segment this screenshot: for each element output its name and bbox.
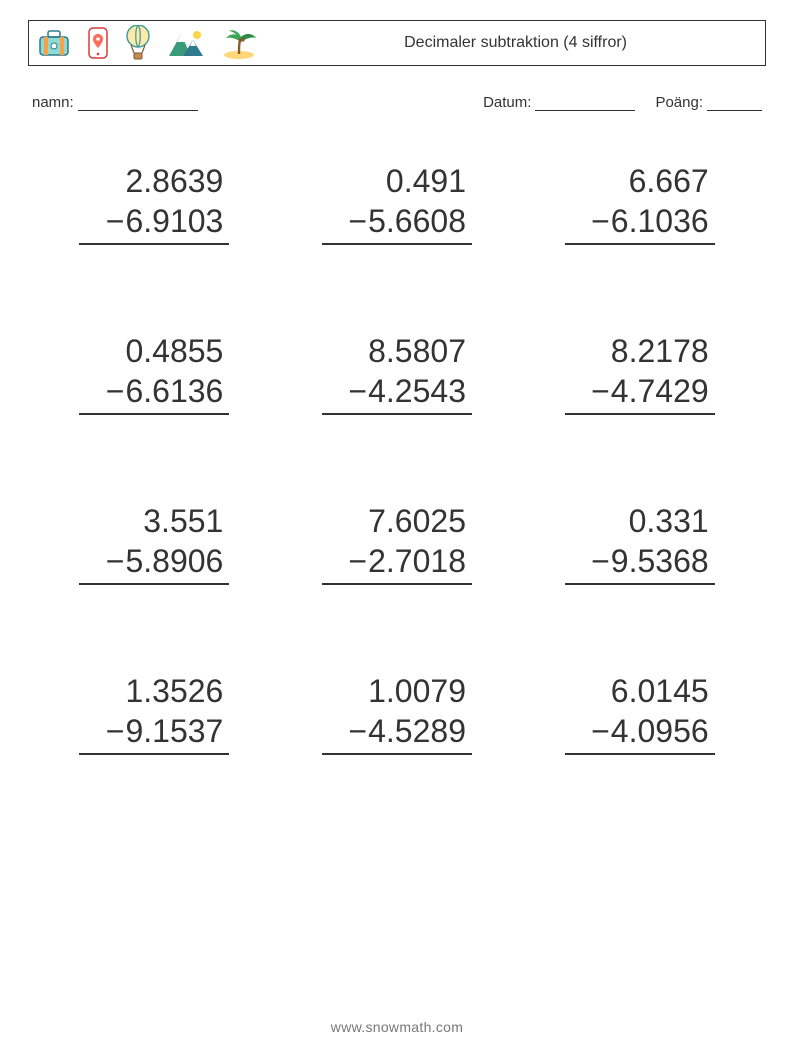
problem: 1.0079−4.5289	[291, 671, 504, 755]
problem: 8.2178−4.7429	[533, 331, 746, 415]
map-pin-icon	[87, 26, 109, 60]
minuend: 7.6025	[328, 501, 466, 541]
operator: −	[106, 713, 125, 749]
subtrahend: 6.6136	[125, 373, 223, 409]
problem: 1.3526−9.1537	[48, 671, 261, 755]
minuend: 2.8639	[85, 161, 223, 201]
header-box: Decimaler subtraktion (4 siffror)	[28, 20, 766, 66]
worksheet-title: Decimaler subtraktion (4 siffror)	[404, 34, 627, 52]
operator: −	[106, 373, 125, 409]
worksheet-page: Decimaler subtraktion (4 siffror) namn: …	[0, 0, 794, 1053]
date-blank[interactable]	[535, 95, 635, 111]
header-icon-strip	[37, 25, 257, 61]
subtrahend: 9.5368	[611, 543, 709, 579]
problem: 2.8639−6.9103	[48, 161, 261, 245]
problems-grid: 2.8639−6.9103 0.491−5.6608 6.667−6.1036 …	[28, 161, 766, 755]
score-blank[interactable]	[707, 95, 762, 111]
score-label: Poäng:	[655, 94, 703, 111]
name-blank[interactable]	[78, 95, 198, 111]
meta-row: namn: Datum: Poäng:	[28, 94, 766, 111]
operator: −	[106, 203, 125, 239]
operator: −	[348, 713, 367, 749]
problem: 6.667−6.1036	[533, 161, 746, 245]
operator: −	[591, 543, 610, 579]
subtrahend: 4.0956	[611, 713, 709, 749]
subtrahend: 5.6608	[368, 203, 466, 239]
minuend: 0.4855	[85, 331, 223, 371]
subtrahend: 6.9103	[125, 203, 223, 239]
operator: −	[591, 713, 610, 749]
minuend: 1.0079	[328, 671, 466, 711]
subtrahend: 4.5289	[368, 713, 466, 749]
minuend: 0.491	[328, 161, 466, 201]
suitcase-icon	[37, 27, 71, 59]
problem: 7.6025−2.7018	[291, 501, 504, 585]
problem: 3.551−5.8906	[48, 501, 261, 585]
problem: 8.5807−4.2543	[291, 331, 504, 415]
name-label: namn:	[32, 94, 74, 111]
subtrahend: 4.2543	[368, 373, 466, 409]
minuend: 6.0145	[571, 671, 709, 711]
minuend: 6.667	[571, 161, 709, 201]
subtrahend: 6.1036	[611, 203, 709, 239]
minuend: 3.551	[85, 501, 223, 541]
operator: −	[106, 543, 125, 579]
minuend: 8.2178	[571, 331, 709, 371]
operator: −	[348, 203, 367, 239]
footer-text: www.snowmath.com	[0, 1019, 794, 1035]
subtrahend: 4.7429	[611, 373, 709, 409]
palm-tree-icon	[221, 27, 257, 59]
minuend: 1.3526	[85, 671, 223, 711]
subtrahend: 9.1537	[125, 713, 223, 749]
operator: −	[591, 373, 610, 409]
problem: 0.331−9.5368	[533, 501, 746, 585]
date-label: Datum:	[483, 94, 531, 111]
operator: −	[348, 543, 367, 579]
subtrahend: 2.7018	[368, 543, 466, 579]
minuend: 0.331	[571, 501, 709, 541]
operator: −	[348, 373, 367, 409]
problem: 0.491−5.6608	[291, 161, 504, 245]
mountain-icon	[167, 28, 205, 58]
problem: 6.0145−4.0956	[533, 671, 746, 755]
minuend: 8.5807	[328, 331, 466, 371]
operator: −	[591, 203, 610, 239]
subtrahend: 5.8906	[125, 543, 223, 579]
balloon-icon	[125, 25, 151, 61]
problem: 0.4855−6.6136	[48, 331, 261, 415]
